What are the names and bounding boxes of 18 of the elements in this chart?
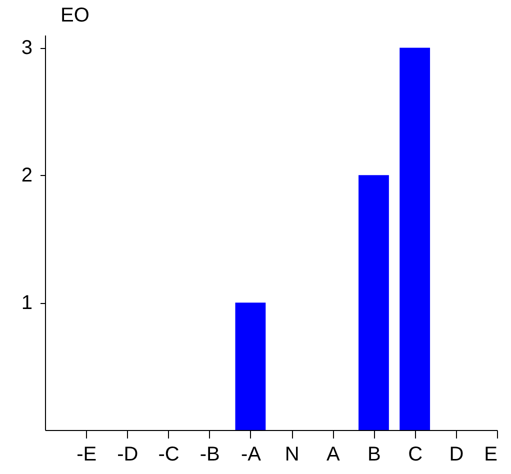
x-tick-label: D [449,444,464,466]
x-tick-label: N [284,444,300,466]
bar [235,302,266,430]
x-tick-label: -D [117,444,138,466]
y-tick-label: 3 [21,37,32,60]
y-axis-title: EO [60,4,90,26]
x-tick-label: E [484,444,498,466]
x-tick-label: -A [240,444,262,466]
x-tick-label: -B [200,444,220,466]
x-tick-label: A [326,444,340,466]
x-tick-label: -E [76,444,97,466]
y-tick-label: 2 [21,164,32,187]
y-tick-label: 1 [21,292,32,314]
bar [400,48,430,430]
x-tick-label: C [408,444,423,466]
bar [358,175,389,430]
x-tick-label: B [368,444,381,466]
x-tick-label: -C [158,444,180,466]
